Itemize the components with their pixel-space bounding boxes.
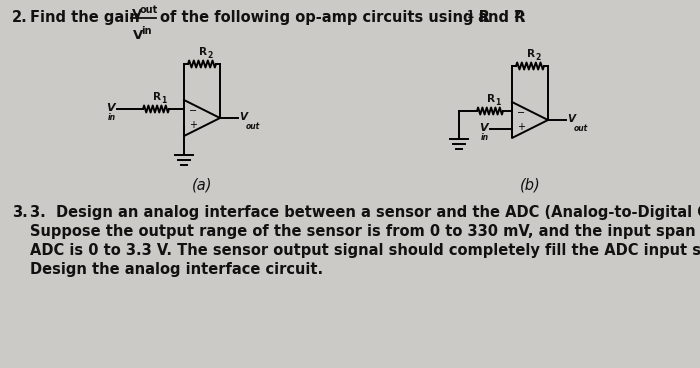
Text: Find the gain: Find the gain [30, 10, 140, 25]
Text: 1: 1 [467, 10, 475, 20]
Text: −: − [189, 106, 197, 116]
Text: V: V [480, 123, 488, 133]
Text: 3.: 3. [12, 205, 28, 220]
Text: R: R [199, 47, 207, 57]
Text: out: out [574, 124, 588, 133]
Text: in: in [141, 26, 151, 36]
Text: −: − [517, 108, 525, 118]
Text: 2.: 2. [12, 10, 28, 25]
Text: R: R [487, 94, 495, 104]
Text: R: R [153, 92, 161, 102]
Text: out: out [140, 5, 158, 15]
Text: 2: 2 [207, 51, 212, 60]
Text: ADC is 0 to 3.3 V. The sensor output signal should completely fill the ADC input: ADC is 0 to 3.3 V. The sensor output sig… [30, 243, 700, 258]
Text: +: + [517, 122, 525, 132]
Text: Design the analog interface circuit.: Design the analog interface circuit. [30, 262, 323, 277]
Text: V: V [132, 8, 142, 21]
Text: +: + [189, 120, 197, 130]
Text: (a): (a) [192, 178, 212, 193]
Text: 3.  Design an analog interface between a sensor and the ADC (Analog-to-Digital C: 3. Design an analog interface between a … [30, 205, 700, 220]
Text: R: R [527, 49, 535, 59]
Text: :: : [519, 10, 525, 25]
Text: 1: 1 [161, 96, 167, 105]
Text: in: in [108, 113, 116, 122]
Text: out: out [246, 122, 260, 131]
Text: 2: 2 [535, 53, 540, 62]
Text: V: V [239, 112, 247, 122]
Text: V: V [106, 103, 115, 113]
Text: V: V [567, 114, 575, 124]
Text: 1: 1 [495, 98, 500, 107]
Text: V: V [133, 29, 144, 42]
Text: (b): (b) [519, 178, 540, 193]
Text: and R: and R [473, 10, 526, 25]
Text: 2: 2 [513, 10, 520, 20]
Text: Suppose the output range of the sensor is from 0 to 330 mV, and the input span o: Suppose the output range of the sensor i… [30, 224, 700, 239]
Text: in: in [481, 133, 489, 142]
Text: of the following op-amp circuits using R: of the following op-amp circuits using R [160, 10, 490, 25]
